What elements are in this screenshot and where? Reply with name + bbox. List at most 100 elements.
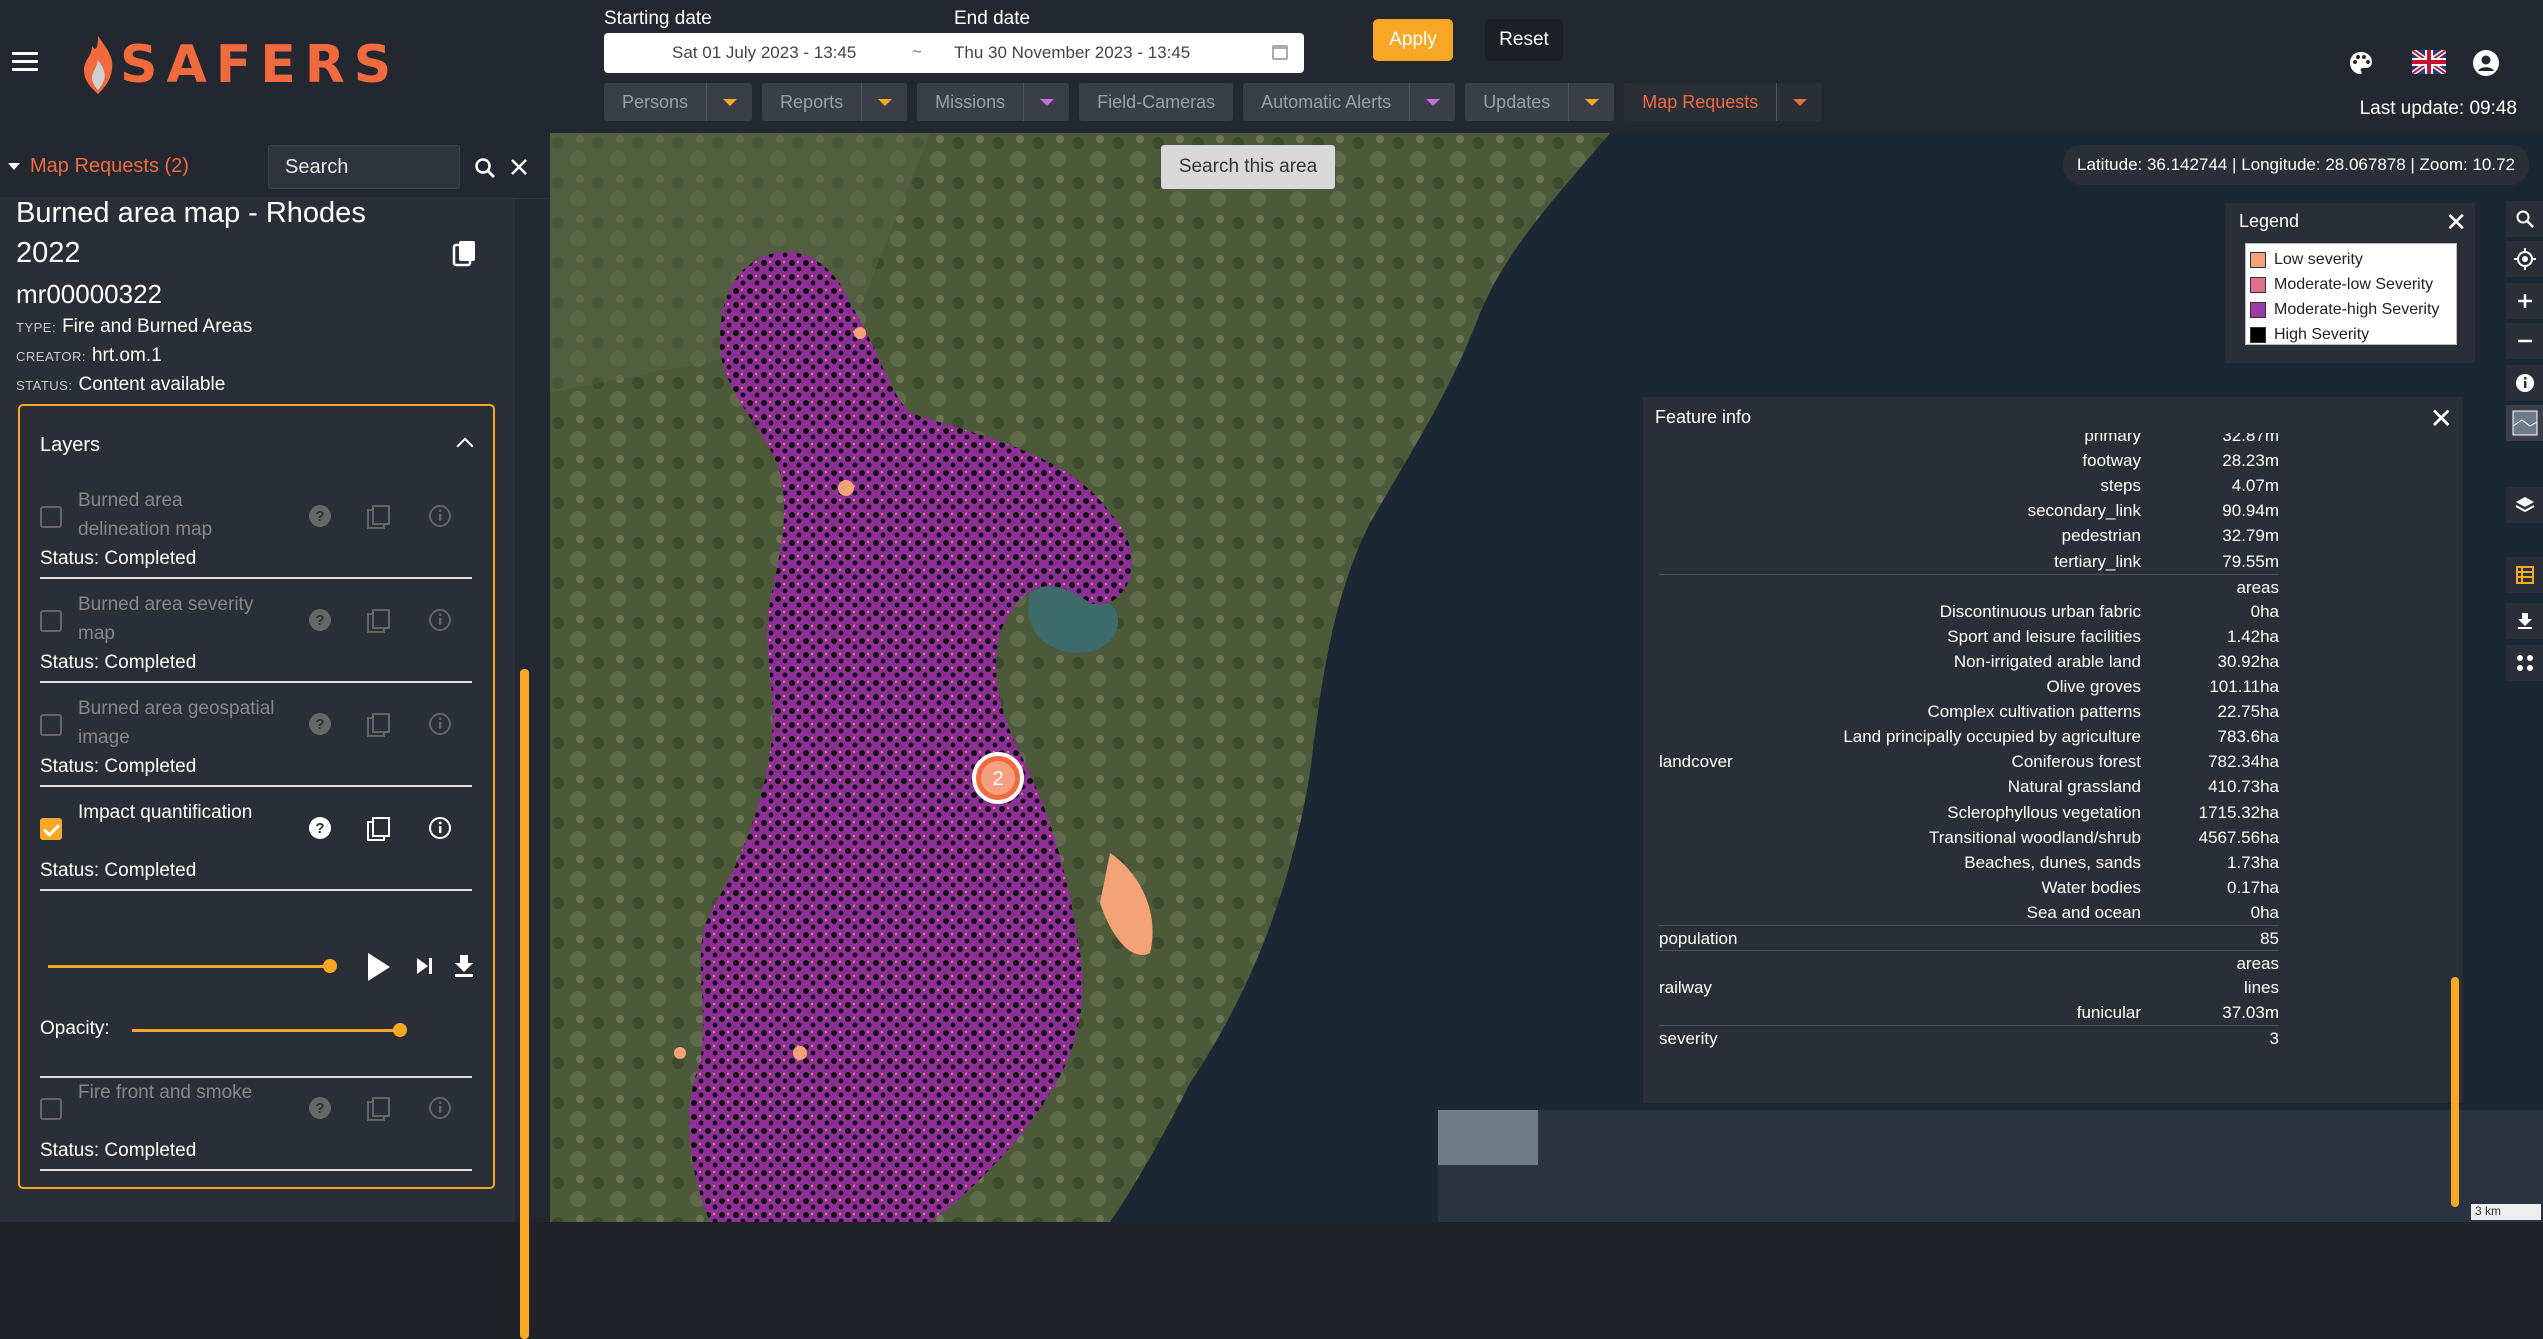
calendar-icon[interactable] bbox=[1272, 45, 1288, 60]
panel-scrollbar[interactable] bbox=[520, 669, 529, 1339]
palette-icon[interactable] bbox=[2348, 50, 2374, 76]
copy-icon[interactable] bbox=[366, 1096, 392, 1122]
map-view[interactable]: 2 Search this area Latitude: 36.142744 |… bbox=[550, 133, 2543, 1222]
play-icon[interactable] bbox=[366, 952, 392, 982]
caret-down-icon[interactable] bbox=[1425, 98, 1440, 106]
copy-icon[interactable] bbox=[366, 712, 392, 738]
filter-dropdown[interactable] bbox=[706, 83, 753, 121]
filter-label[interactable]: Reports bbox=[762, 83, 862, 121]
map-download-tool[interactable] bbox=[2506, 603, 2543, 639]
search-icon[interactable] bbox=[2515, 209, 2535, 229]
info-icon[interactable] bbox=[428, 608, 452, 632]
filter-missions[interactable]: Missions bbox=[917, 83, 1070, 121]
plus-icon[interactable] bbox=[2517, 293, 2533, 309]
basemap-icon[interactable] bbox=[2512, 410, 2538, 436]
cluster-marker[interactable]: 2 bbox=[970, 750, 1026, 806]
timeline-thumb[interactable] bbox=[323, 959, 338, 973]
layer-checkbox[interactable] bbox=[40, 506, 62, 528]
skip-next-icon[interactable] bbox=[416, 957, 434, 975]
filter-dropdown[interactable] bbox=[861, 83, 908, 121]
map-requests-toggle[interactable]: Map Requests (2) bbox=[8, 155, 189, 178]
reset-button[interactable]: Reset bbox=[1485, 19, 1563, 61]
basemap-tool[interactable] bbox=[2506, 405, 2543, 441]
creator-key: CREATOR: bbox=[16, 349, 86, 364]
layer-checkbox[interactable] bbox=[40, 818, 62, 840]
settings-tool[interactable] bbox=[2506, 645, 2543, 681]
table-icon[interactable] bbox=[2515, 566, 2534, 584]
filter-dropdown[interactable] bbox=[1568, 83, 1615, 121]
table-tool[interactable] bbox=[2506, 557, 2543, 593]
download-icon[interactable] bbox=[454, 954, 474, 978]
filter-dropdown[interactable] bbox=[1409, 83, 1456, 121]
minus-icon[interactable] bbox=[2517, 333, 2533, 349]
filter-updates[interactable]: Updates bbox=[1465, 83, 1615, 121]
opacity-thumb[interactable] bbox=[392, 1023, 407, 1037]
caret-down-icon[interactable] bbox=[1584, 98, 1599, 106]
uk-flag-icon[interactable] bbox=[2412, 50, 2446, 74]
filter-map-requests[interactable]: Map Requests bbox=[1624, 83, 1823, 121]
search-input[interactable] bbox=[268, 145, 460, 189]
info-tool[interactable] bbox=[2506, 365, 2543, 401]
filter-label[interactable]: Automatic Alerts bbox=[1243, 83, 1410, 121]
layers-tool[interactable] bbox=[2506, 487, 2543, 523]
zoom-in-button[interactable] bbox=[2506, 283, 2543, 319]
filter-label[interactable]: Persons bbox=[604, 83, 707, 121]
help-icon[interactable]: ? bbox=[308, 712, 332, 736]
caret-down-icon[interactable] bbox=[1039, 98, 1054, 106]
filter-reports[interactable]: Reports bbox=[762, 83, 908, 121]
caret-down-icon[interactable] bbox=[722, 98, 737, 106]
download-icon[interactable] bbox=[2516, 612, 2534, 630]
caret-down-icon[interactable] bbox=[877, 98, 892, 106]
copy-icon[interactable] bbox=[366, 816, 392, 842]
end-date-value[interactable]: Thu 30 November 2023 - 13:45 bbox=[954, 43, 1191, 62]
map-search-tool[interactable] bbox=[2506, 201, 2543, 237]
filter-label[interactable]: Missions bbox=[917, 83, 1024, 121]
feature-row: Olive groves 101.11ha bbox=[1659, 674, 2279, 699]
filter-label[interactable]: Updates bbox=[1465, 83, 1569, 121]
filter-automatic-alerts[interactable]: Automatic Alerts bbox=[1243, 83, 1456, 121]
filter-dropdown[interactable] bbox=[1023, 83, 1070, 121]
info-icon[interactable] bbox=[428, 504, 452, 528]
info-icon[interactable] bbox=[2515, 373, 2535, 393]
filter-dropdown[interactable] bbox=[1776, 83, 1823, 121]
help-icon[interactable]: ? bbox=[308, 1096, 332, 1120]
feature-info-close-icon[interactable]: ✕ bbox=[2429, 403, 2453, 434]
account-icon[interactable] bbox=[2472, 49, 2500, 77]
collapse-arrow-icon[interactable] bbox=[8, 163, 20, 170]
layer-checkbox[interactable] bbox=[40, 610, 62, 632]
filter-label[interactable]: Field-Cameras bbox=[1079, 83, 1234, 121]
start-date-value[interactable]: Sat 01 July 2023 - 13:45 bbox=[672, 43, 857, 62]
help-icon[interactable]: ? bbox=[308, 504, 332, 528]
opacity-slider[interactable] bbox=[132, 1029, 400, 1032]
crosshair-icon[interactable] bbox=[2513, 248, 2536, 270]
feature-row: footway 28.23m bbox=[1659, 448, 2279, 473]
info-icon[interactable] bbox=[428, 1096, 452, 1120]
locate-tool[interactable] bbox=[2506, 241, 2543, 277]
search-icon[interactable] bbox=[474, 157, 496, 179]
copy-icon[interactable] bbox=[366, 608, 392, 634]
apply-button[interactable]: Apply bbox=[1373, 19, 1453, 61]
feature-info-scrollbar[interactable] bbox=[2451, 977, 2459, 1207]
filter-field-cameras[interactable]: Field-Cameras bbox=[1079, 83, 1234, 121]
caret-down-icon[interactable] bbox=[1792, 98, 1807, 106]
grid-icon[interactable] bbox=[2516, 654, 2534, 672]
close-icon[interactable] bbox=[510, 158, 528, 176]
menu-icon[interactable] bbox=[12, 52, 38, 72]
chevron-up-icon[interactable] bbox=[456, 437, 474, 455]
search-this-area-button[interactable]: Search this area bbox=[1161, 145, 1335, 189]
copy-icon[interactable] bbox=[366, 504, 392, 530]
filter-persons[interactable]: Persons bbox=[604, 83, 753, 121]
filter-label[interactable]: Map Requests bbox=[1624, 83, 1777, 121]
zoom-out-button[interactable] bbox=[2506, 323, 2543, 359]
help-icon[interactable]: ? bbox=[308, 608, 332, 632]
layer-checkbox[interactable] bbox=[40, 1098, 62, 1120]
info-icon[interactable] bbox=[428, 816, 452, 840]
timeline-slider[interactable] bbox=[48, 965, 330, 968]
copy-icon[interactable] bbox=[452, 239, 478, 269]
layers-icon[interactable] bbox=[2515, 495, 2535, 515]
info-icon[interactable] bbox=[428, 712, 452, 736]
date-range-picker[interactable]: Sat 01 July 2023 - 13:45 ~ Thu 30 Novemb… bbox=[604, 33, 1304, 73]
help-icon[interactable]: ? bbox=[308, 816, 332, 840]
layer-checkbox[interactable] bbox=[40, 714, 62, 736]
legend-close-icon[interactable]: ✕ bbox=[2445, 207, 2467, 237]
